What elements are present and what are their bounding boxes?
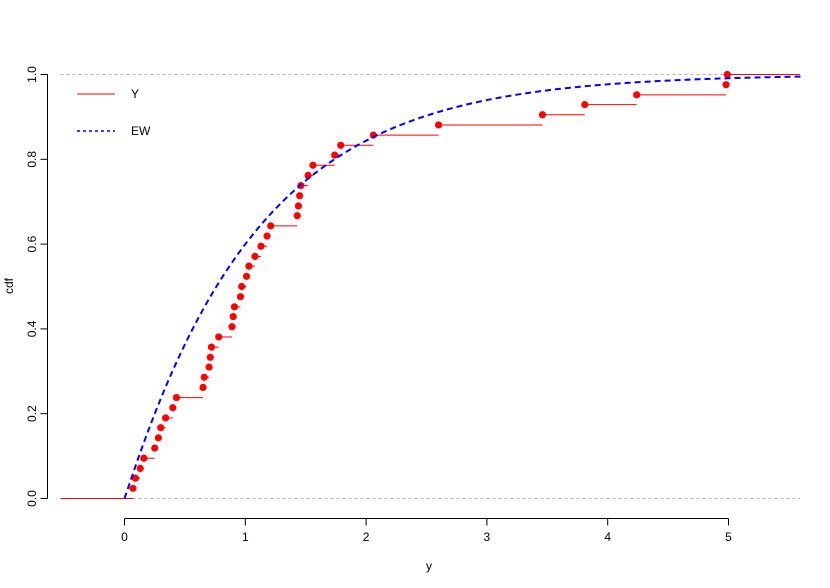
y-axis-label: cdf [2, 277, 16, 294]
ecdf-point [157, 424, 165, 432]
ecdf-point [206, 353, 214, 361]
legend: Y EW [77, 87, 151, 138]
ecdf-point [230, 303, 239, 311]
ecdf-point [309, 161, 317, 169]
ecdf-point [154, 434, 162, 442]
ecdf-point [296, 192, 304, 200]
y-tick-label: 0.8 [25, 151, 39, 168]
ecdf-point [581, 101, 589, 109]
ecdf-point [200, 373, 208, 381]
ecdf-point [136, 464, 144, 472]
x-tick-label: 5 [725, 530, 732, 544]
ecdf-point [131, 474, 139, 482]
ecdf-point [129, 484, 137, 492]
ecdf-point [434, 121, 443, 129]
ecdf-point [169, 404, 177, 412]
x-tick-label: 4 [604, 530, 611, 544]
y-tick-label: 0.0 [25, 490, 39, 507]
legend-ew-label: EW [131, 124, 151, 138]
axes: 0 1 2 3 4 5 0.0 0.2 0.4 0.6 0.8 1.0 [25, 66, 732, 544]
y-tick-label: 0.4 [25, 320, 39, 337]
ecdf-point [151, 444, 159, 452]
ecdf-point [229, 313, 237, 321]
x-tick-label: 3 [484, 530, 491, 544]
x-tick-label: 0 [121, 530, 128, 544]
ecdf-point [140, 454, 148, 462]
ecdf-point [205, 363, 213, 371]
ecdf-point [538, 111, 547, 119]
ecdf-point [242, 272, 251, 280]
ecdf-point [331, 151, 339, 159]
ecdf-point [293, 212, 301, 220]
ecdf-point [228, 323, 236, 331]
ecdf-point [207, 343, 216, 351]
ecdf-point [236, 293, 245, 301]
series [60, 70, 801, 499]
ecdf-point [267, 222, 275, 230]
x-tick-label: 2 [363, 530, 370, 544]
ecdf-point [304, 171, 312, 180]
ecdf-point [215, 333, 223, 341]
ecdf-point [633, 91, 641, 99]
ecdf-point [722, 81, 730, 89]
ew-cdf-line [123, 75, 801, 499]
ecdf-point [161, 414, 170, 422]
ecdf-point [199, 383, 207, 392]
x-tick-label: 1 [242, 530, 249, 544]
x-axis-label: y [426, 559, 432, 573]
ecdf-point [294, 202, 303, 210]
ecdf-point [172, 393, 181, 402]
reference-lines [60, 74, 800, 499]
y-tick-label: 0.2 [25, 405, 39, 422]
ecdf-point [337, 141, 345, 149]
ecdf-point [251, 252, 259, 260]
ecdf-point [263, 232, 271, 240]
ecdf-point [238, 282, 246, 291]
legend-y-label: Y [131, 87, 139, 101]
y-tick-label: 1.0 [25, 66, 39, 83]
y-tick-label: 0.6 [25, 235, 39, 252]
ecdf-point [723, 70, 731, 79]
ecdf-point [245, 262, 253, 270]
ecdf-point [257, 242, 265, 250]
